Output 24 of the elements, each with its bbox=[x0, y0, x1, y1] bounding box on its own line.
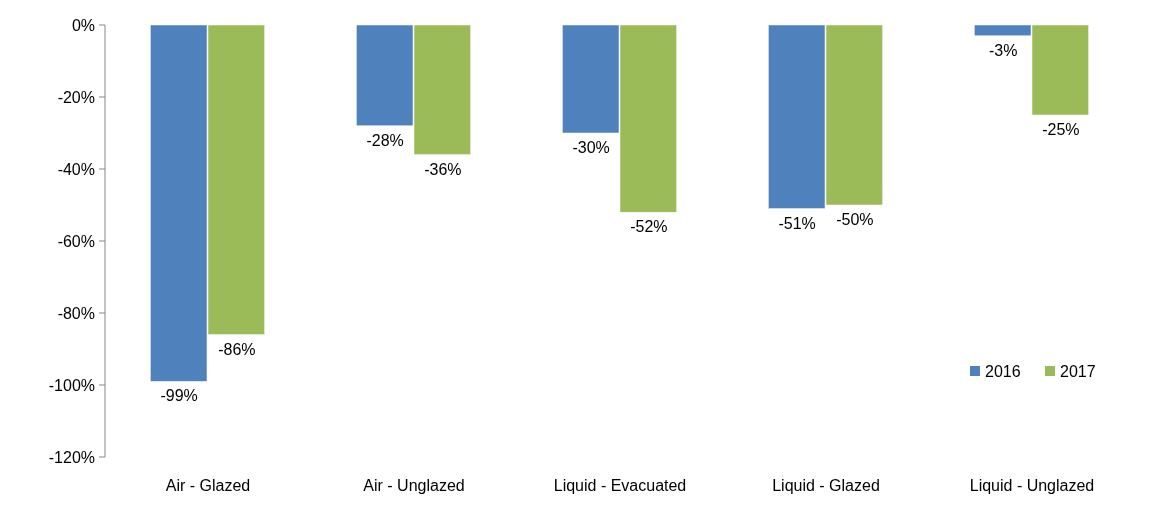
x-tick-label: Liquid - Unglazed bbox=[969, 477, 1095, 494]
text: -36% bbox=[424, 160, 462, 178]
x-tick-label: Air - Unglazed bbox=[363, 477, 465, 494]
y-tick-label: 0% bbox=[71, 16, 95, 34]
text: -28% bbox=[366, 131, 404, 149]
text: -30% bbox=[572, 139, 610, 156]
text: -51% bbox=[778, 214, 816, 232]
y-tick-label: -80% bbox=[57, 304, 95, 322]
text: -52% bbox=[630, 218, 668, 236]
text: -3% bbox=[988, 41, 1018, 59]
text: -50% bbox=[836, 211, 874, 228]
legend-label: 2016 bbox=[985, 362, 1021, 380]
x-tick-label: Liquid - Evacuated bbox=[553, 477, 687, 494]
text: -25% bbox=[1042, 121, 1080, 138]
y-tick-label: -20% bbox=[57, 88, 95, 106]
y-tick-label: -40% bbox=[57, 160, 95, 178]
legend-label: 2017 bbox=[1060, 362, 1096, 380]
x-tick-label: Air - Glazed bbox=[165, 477, 251, 494]
y-tick-label: -100% bbox=[48, 376, 95, 394]
text: -99% bbox=[160, 387, 198, 405]
y-tick-label: -120% bbox=[48, 448, 95, 466]
text: -86% bbox=[218, 340, 256, 358]
x-tick-label: Liquid - Glazed bbox=[772, 477, 880, 494]
y-tick-label: -60% bbox=[57, 232, 95, 250]
